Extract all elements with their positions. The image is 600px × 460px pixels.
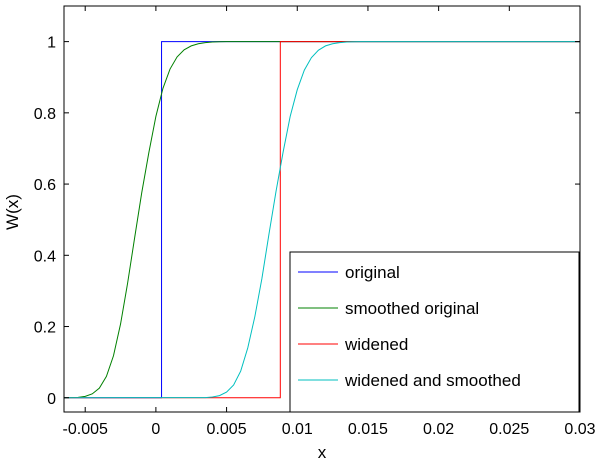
x-tick-label: 0.005 [207,421,247,438]
legend-label: original [345,263,400,282]
y-tick-label: 0.6 [34,177,56,194]
x-tick-label: 0.01 [282,421,313,438]
axes-layer: -0.005 0 0.005 0.01 0.015 0.02 0.025 0.03 0 0.2 0.… [34,6,596,438]
legend-label: smoothed original [345,299,479,318]
legend: original smoothed original widened widened … [289,251,580,413]
x-tick-label: 0.03 [564,421,595,438]
y-tick-label: 0.4 [34,248,56,265]
legend-label: widened [344,335,408,354]
x-tick-label: 0.015 [348,421,388,438]
series-line-smoothed-original [64,41,580,399]
y-tick-label: 0 [47,391,56,408]
legend-box [289,251,580,413]
y-tick-label: 0.2 [34,320,56,337]
x-tick-label: 0.025 [489,421,529,438]
legend-label: widened and smoothed [344,371,521,390]
x-tick-label: -0.005 [63,421,108,438]
x-axis-label: x [318,443,327,460]
x-tick-label: 0.02 [423,421,454,438]
x-tick-label: 0 [151,421,160,438]
series-layer [64,41,580,399]
series-line-widened-and-smoothed [64,41,580,399]
y-tick-label: 1 [47,35,56,52]
y-axis-label: W(x) [3,194,22,230]
y-tick-label: 0.8 [34,106,56,123]
